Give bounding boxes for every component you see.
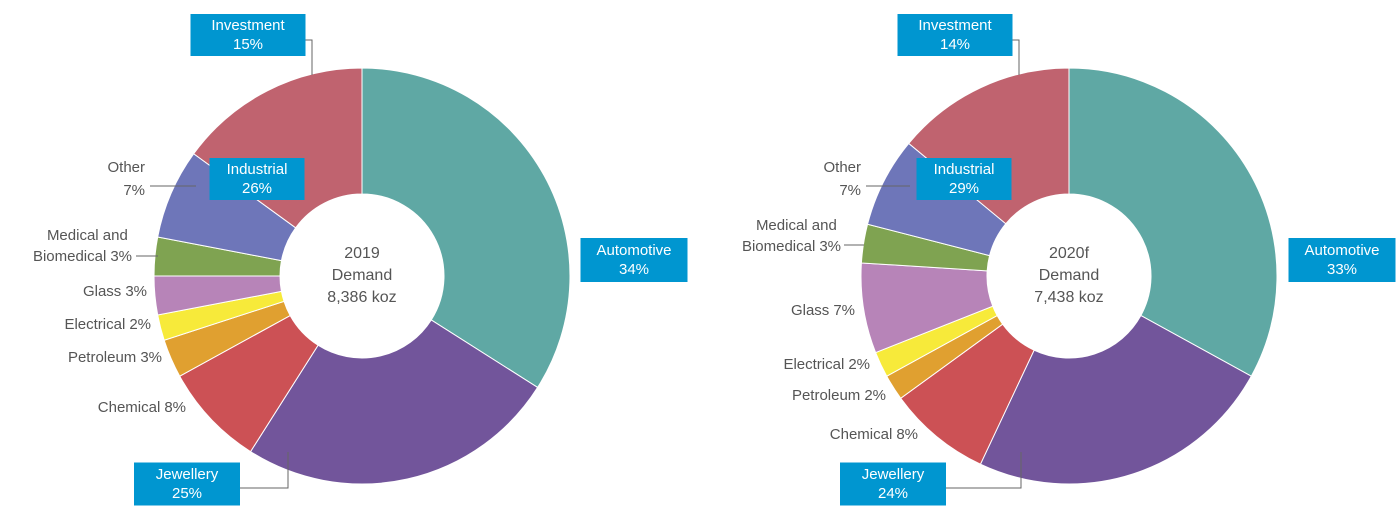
label-box [190, 14, 306, 56]
label-category: Other [823, 159, 861, 176]
label-value: 8% [164, 399, 186, 416]
label-category: Jewellery [862, 466, 925, 483]
label-category: Petroleum [68, 349, 136, 366]
label-value: 3% [819, 238, 841, 255]
center-label: Demand [332, 267, 392, 284]
label-value: 7% [833, 302, 855, 319]
center-label: 7,438 koz [1034, 289, 1103, 306]
label-value: 8% [896, 426, 918, 443]
label-value: 15% [233, 36, 263, 53]
leader-line [1012, 39, 1020, 75]
label-line: Medical and [756, 217, 841, 234]
label-category: Investment [918, 17, 992, 34]
donut-slice [361, 67, 571, 389]
label-line: Biomedical [33, 248, 106, 265]
label-category: Glass [791, 302, 829, 319]
donut-slice [193, 67, 363, 229]
label-value: 14% [940, 36, 970, 53]
label-category: Chemical [830, 426, 893, 443]
label-category: Jewellery [156, 466, 219, 483]
label-value: 2% [848, 356, 870, 373]
label-value: 7% [839, 182, 861, 199]
group-box [209, 158, 305, 200]
label-box [840, 462, 946, 506]
leader-line [305, 39, 313, 75]
label-value: 25% [172, 485, 202, 502]
label-box [580, 238, 688, 282]
center-label: 8,386 koz [327, 289, 396, 306]
donut-slice [249, 319, 539, 485]
center-label: 2020f [1049, 245, 1090, 262]
label-category: Chemical [98, 399, 161, 416]
label: Chemical 8% [830, 426, 918, 443]
label-value: 3% [140, 349, 162, 366]
label-value: 24% [878, 485, 908, 502]
label-value: 7% [123, 182, 145, 199]
label: Glass 3% [83, 283, 147, 300]
label-box [1288, 238, 1396, 282]
group-name: Industrial [934, 161, 995, 178]
group-value: 29% [949, 180, 979, 197]
center-label: 2019 [344, 245, 380, 262]
label-category: Automotive [1304, 242, 1379, 259]
label-category: Medical and Biomedical [33, 227, 132, 265]
label-value: 33% [1327, 261, 1357, 278]
label-value: 2% [864, 387, 886, 404]
label-box [134, 462, 240, 506]
label-line: Medical and [47, 227, 132, 244]
label-value: 2% [129, 316, 151, 333]
label-value: 3% [110, 248, 132, 265]
label-category: Electrical [783, 356, 844, 373]
label-category: Other [107, 159, 145, 176]
label-category: Medical and Biomedical [742, 217, 841, 255]
label: Petroleum 3% [68, 349, 162, 366]
group-box [916, 158, 1012, 200]
donut-slice [1068, 67, 1278, 377]
group-name: Industrial [227, 161, 288, 178]
label-category: Investment [211, 17, 285, 34]
label-category: Electrical [64, 316, 125, 333]
label-value: 3% [125, 283, 147, 300]
label: Chemical 8% [98, 399, 186, 416]
label-line: Biomedical [742, 238, 815, 255]
label: Medical and Biomedical 3% [742, 217, 841, 255]
label: Glass 7% [791, 302, 855, 319]
leader-line [240, 452, 289, 489]
label-category: Automotive [596, 242, 671, 259]
group-value: 26% [242, 180, 272, 197]
donut-slice [908, 67, 1070, 225]
leader-line [946, 452, 1022, 489]
label: Electrical 2% [783, 356, 870, 373]
label: Petroleum 2% [792, 387, 886, 404]
label-box [897, 14, 1013, 56]
label-category: Petroleum [792, 387, 860, 404]
label: Medical and Biomedical 3% [33, 227, 132, 265]
label-value: 34% [619, 261, 649, 278]
center-label: Demand [1039, 267, 1099, 284]
label: Electrical 2% [64, 316, 151, 333]
donut-slice [979, 314, 1252, 485]
label-category: Glass [83, 283, 121, 300]
